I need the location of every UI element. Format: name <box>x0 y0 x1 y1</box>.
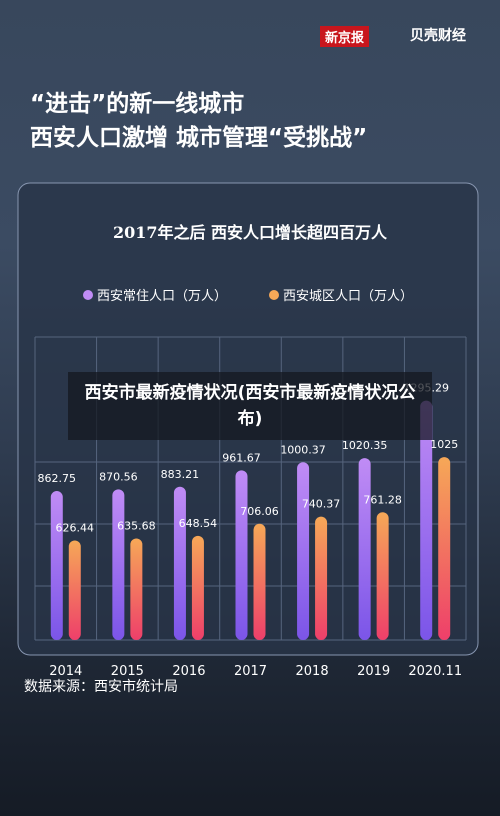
bar <box>112 489 125 640</box>
headline: “进击”的新一线城市 <box>30 91 245 117</box>
brand: 贝壳财经 <box>410 28 466 44</box>
x-tick-label: 2015 <box>111 664 144 679</box>
value-label: 635.68 <box>117 520 156 533</box>
brand: 新京报 <box>320 26 370 47</box>
bar <box>50 491 63 640</box>
x-tick-label: 2016 <box>172 664 205 679</box>
value-label: 626.44 <box>56 521 95 534</box>
value-label: 1020.35 <box>342 439 388 452</box>
chart-title: 2017年之后 西安人口增长超四百万人 <box>113 223 388 242</box>
value-label: 883.21 <box>161 468 200 481</box>
legend-label: 西安城区人口（万人） <box>283 289 413 304</box>
grid <box>35 336 466 641</box>
value-label: 961.67 <box>222 451 261 464</box>
bar <box>315 516 328 640</box>
bar <box>130 538 143 640</box>
legend-label: 西安常住人口（万人） <box>97 289 227 304</box>
value-label: 862.75 <box>38 472 77 485</box>
x-tick-label: 2019 <box>357 664 390 679</box>
value-label: 648.54 <box>179 517 218 530</box>
x-tick-label: 2017 <box>234 664 267 679</box>
value-label: 1025 <box>430 438 458 451</box>
bar <box>235 470 248 640</box>
value-label: 761.28 <box>363 493 402 506</box>
value-label: 870.56 <box>99 470 138 483</box>
bar <box>420 400 433 640</box>
value-label: 740.37 <box>302 498 341 511</box>
bar <box>173 486 186 640</box>
bar <box>297 462 310 640</box>
x-tick-label: 2018 <box>296 664 329 679</box>
value-label: 706.06 <box>240 505 279 518</box>
legend-marker <box>269 290 279 300</box>
bar <box>376 512 389 640</box>
bar <box>438 457 451 640</box>
value-label: 1000.37 <box>280 443 326 456</box>
x-tick-label: 2014 <box>49 664 82 679</box>
overlay-banner: 西安市最新疫情状况(西安市最新疫情状况公布) <box>68 372 432 440</box>
legend-marker <box>83 290 93 300</box>
bar <box>191 535 204 640</box>
bar <box>358 458 371 640</box>
source: 数据来源：西安市统计局 <box>24 679 178 695</box>
bar <box>68 540 81 640</box>
bar <box>253 523 266 640</box>
headline: 西安人口激增 城市管理“受挑战” <box>30 125 368 151</box>
x-tick-label: 2020.11 <box>408 664 462 679</box>
